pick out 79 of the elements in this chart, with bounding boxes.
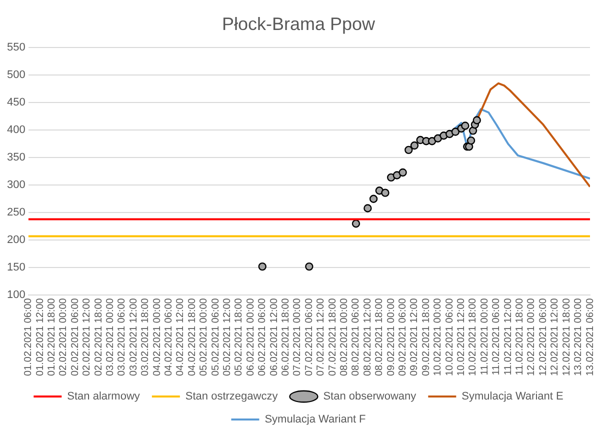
point xyxy=(258,262,266,271)
x-tick-label: 09.02.2021 06:00 xyxy=(398,298,409,376)
x-tick-label: 01.02.2021 12:00 xyxy=(34,298,46,376)
point xyxy=(472,116,481,124)
point xyxy=(466,136,476,145)
x-tick-label: 11.02.2021 18:00 xyxy=(514,298,526,376)
x-tick-label: 03.02.2021 18:00 xyxy=(140,298,152,376)
chart-title: Płock-Brama Ppow xyxy=(222,14,376,34)
x-tick-label: 10.02.2021 18:00 xyxy=(468,298,479,376)
point xyxy=(461,122,470,130)
legend-label: Symulacja Wariant E xyxy=(462,390,564,403)
y-tick-label: 500 xyxy=(6,69,26,82)
x-tick-label: 11.02.2021 00:00 xyxy=(479,298,490,376)
y-tick-label: 200 xyxy=(6,234,26,246)
point xyxy=(398,168,407,177)
x-tick-label: 11.02.2021 12:00 xyxy=(502,298,514,376)
x-tick-label: 10.02.2021 12:00 xyxy=(456,298,468,376)
x-tick-label: 06.02.2021 18:00 xyxy=(280,298,292,376)
x-tick-label: 07.02.2021 18:00 xyxy=(327,298,338,376)
x-tick-label: 08.02.2021 18:00 xyxy=(374,298,386,376)
point xyxy=(364,204,372,212)
x-tick-label: 02.02.2021 18:00 xyxy=(93,298,104,376)
y-tick-label: 350 xyxy=(6,152,26,164)
legend-label: Stan obserwowany xyxy=(323,390,417,403)
x-tick-label: 05.02.2021 00:00 xyxy=(198,298,210,376)
x-tick-label: 08.02.2021 12:00 xyxy=(362,298,374,376)
x-tick-label: 03.02.2021 12:00 xyxy=(128,298,140,376)
point xyxy=(305,262,314,271)
point xyxy=(404,146,413,154)
x-tick-label: 09.02.2021 18:00 xyxy=(420,298,432,376)
legend-label: Stan alarmowy xyxy=(67,390,140,403)
x-tick-label: 04.02.2021 06:00 xyxy=(164,298,175,376)
x-tick-label: 03.02.2021 06:00 xyxy=(116,298,128,376)
x-tick-label: 08.02.2021 06:00 xyxy=(350,298,362,376)
x-tick-label: 10.02.2021 00:00 xyxy=(432,298,444,376)
x-tick-label: 13.02.2021 06:00 xyxy=(584,298,596,376)
x-tick-label: 07.02.2021 00:00 xyxy=(292,298,304,376)
legend-label: Stan ostrzegawczy xyxy=(185,390,278,403)
y-tick-label: 100 xyxy=(6,289,26,302)
y-tick-label: 400 xyxy=(6,124,26,136)
x-tick-label: 02.02.2021 00:00 xyxy=(58,298,70,376)
x-tick-label: 05.02.2021 12:00 xyxy=(222,298,234,376)
point xyxy=(451,128,460,136)
point xyxy=(381,188,390,197)
point xyxy=(410,141,419,150)
y-tick-label: 250 xyxy=(6,206,26,219)
point xyxy=(352,220,360,228)
x-tick-label: 04.02.2021 18:00 xyxy=(186,298,198,376)
x-tick-label: 07.02.2021 12:00 xyxy=(316,298,327,376)
x-tick-label: 12.02.2021 18:00 xyxy=(561,298,572,376)
x-tick-label: 05.02.2021 18:00 xyxy=(234,298,245,376)
x-tick-label: 12.02.2021 06:00 xyxy=(538,298,549,376)
y-tick-label: 300 xyxy=(6,179,26,192)
point xyxy=(369,194,378,203)
x-tick-label: 06.02.2021 06:00 xyxy=(257,298,268,376)
x-tick-label: 12.02.2021 00:00 xyxy=(526,298,538,376)
x-tick-label: 11.02.2021 06:00 xyxy=(491,298,502,376)
x-tick-label: 01.02.2021 06:00 xyxy=(23,298,34,376)
x-tick-label: 10.02.2021 06:00 xyxy=(444,298,456,376)
x-tick-label: 02.02.2021 06:00 xyxy=(70,298,81,376)
y-tick-label: 450 xyxy=(6,96,26,109)
x-tick-label: 05.02.2021 06:00 xyxy=(210,298,222,376)
x-tick-label: 08.02.2021 00:00 xyxy=(339,298,350,376)
x-tick-label: 09.02.2021 00:00 xyxy=(386,298,397,376)
x-tick-label: 06.02.2021 12:00 xyxy=(268,298,280,376)
x-tick-label: 03.02.2021 00:00 xyxy=(105,298,116,376)
x-tick-label: 02.02.2021 12:00 xyxy=(82,298,93,376)
x-tick-label: 13.02.2021 00:00 xyxy=(573,298,584,376)
x-tick-label: 07.02.2021 06:00 xyxy=(304,298,315,376)
x-tick-label: 04.02.2021 12:00 xyxy=(175,298,186,376)
x-tick-label: 06.02.2021 00:00 xyxy=(245,298,256,376)
legend-label: Symulacja Wariant F xyxy=(264,414,366,426)
x-tick-label: 09.02.2021 12:00 xyxy=(409,298,420,376)
y-tick-label: 150 xyxy=(6,262,26,274)
x-tick-label: 12.02.2021 12:00 xyxy=(550,298,561,376)
y-tick-label: 550 xyxy=(6,42,26,54)
point xyxy=(428,137,436,146)
x-tick-label: 01.02.2021 18:00 xyxy=(46,298,58,376)
x-tick-label: 04.02.2021 00:00 xyxy=(152,298,163,376)
